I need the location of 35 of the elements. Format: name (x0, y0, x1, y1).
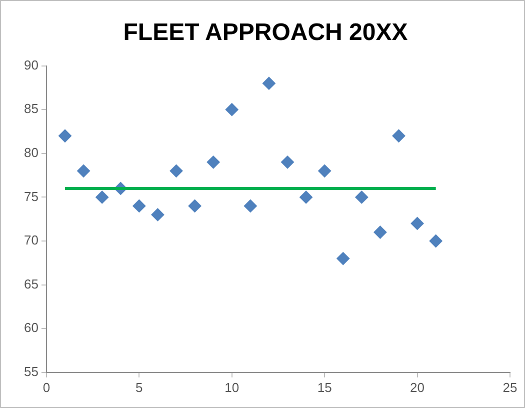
point (170, 164, 183, 178)
y-tick-label: 85 (24, 101, 38, 116)
point (96, 190, 109, 204)
x-tick-label: 5 (136, 380, 143, 395)
point (410, 216, 424, 230)
point (206, 156, 220, 169)
point (392, 129, 406, 142)
point (225, 103, 238, 116)
point (262, 76, 276, 90)
point (151, 208, 164, 222)
point (429, 234, 442, 248)
point (188, 199, 202, 212)
point (132, 199, 146, 212)
chart-title: FLEET APPROACH 20XX (123, 19, 408, 46)
point (244, 199, 257, 212)
point (336, 252, 350, 266)
x-tick-label: 20 (410, 380, 425, 395)
point (58, 129, 72, 142)
y-tick-label: 80 (24, 144, 38, 160)
x-tick-label: 0 (42, 380, 50, 395)
point (374, 226, 387, 239)
point (300, 190, 313, 204)
x-tick-label: 15 (317, 380, 332, 395)
y-tick-label: 75 (24, 188, 38, 204)
x-tick-label: 25 (502, 380, 518, 395)
point (318, 164, 332, 178)
y-tick-label: 70 (24, 232, 38, 248)
y-tick-label: 55 (24, 364, 38, 379)
y-tick-label: 60 (24, 320, 38, 336)
x-tick-label: 10 (224, 380, 240, 395)
point (281, 156, 294, 169)
y-tick-label: 90 (24, 57, 38, 72)
point (77, 164, 90, 178)
y-tick-label: 65 (24, 276, 38, 292)
point (355, 190, 368, 204)
